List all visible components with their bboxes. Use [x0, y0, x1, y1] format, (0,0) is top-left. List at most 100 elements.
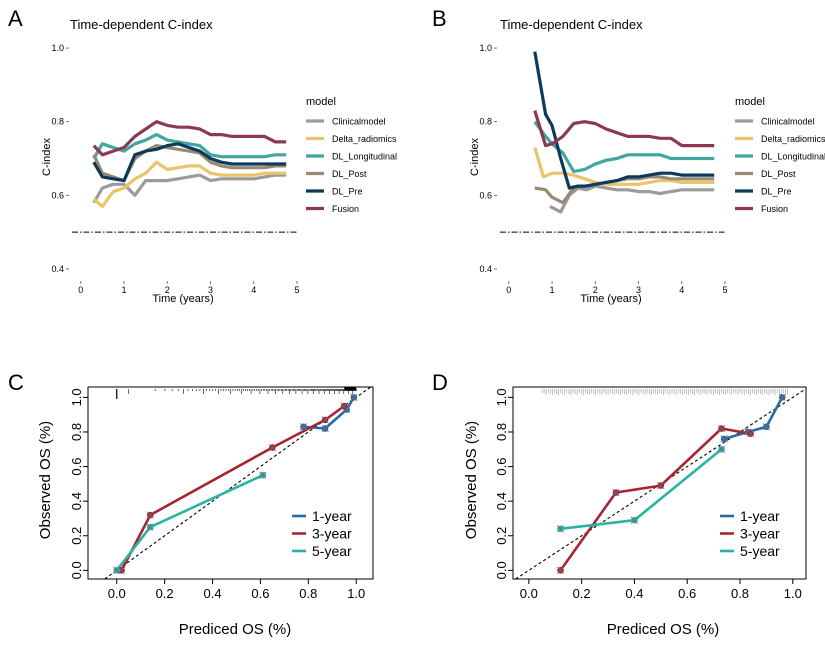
panel-d-point-cross	[720, 435, 728, 443]
panel-a-series-dl-pre	[92, 142, 287, 183]
panel-d-legend-label: 3-year	[740, 526, 780, 542]
panel-d-legend-label: 1-year	[740, 508, 780, 524]
panel-a-xtick-label: 5	[294, 285, 299, 295]
panel-a-series-dl-longitudinal	[92, 133, 287, 160]
panel-d-point-cross	[657, 481, 665, 490]
panel-d-ytick-label: 0.2	[494, 527, 509, 545]
panel-d-ytick-label: 1.0	[494, 388, 509, 406]
panel-d-ylabel: Observed OS (%)	[463, 421, 480, 539]
panel-d-point-cross	[717, 424, 726, 433]
panel-b-legend-label: DL_Pre	[761, 187, 792, 197]
panel-b-series-dl-longitudinal	[533, 120, 715, 173]
panel-d-point-cross	[556, 525, 565, 533]
chart-marks: 0 1 2 3 4 5 0.4 0.6 0.8 1.0 Clinicalmodel Delta_rad…	[51, 43, 825, 601]
panel-b-ytick-label: 1.0	[479, 43, 492, 53]
panel-b-ytick-label: 0.6	[479, 190, 492, 200]
panel-letter-a: A	[8, 6, 23, 31]
panel-b-ylabel: C-index	[469, 138, 481, 176]
panel-letter-d: D	[432, 370, 448, 395]
panel-a-legend-label: DL_Post	[332, 169, 367, 179]
panel-a-ytick-label: 0.8	[51, 117, 64, 127]
panel-a-legend-title: model	[306, 96, 336, 108]
panel-b-xtick-label: 4	[679, 285, 684, 295]
panel-d-ytick-label: 0.8	[494, 423, 509, 441]
panel-a-ylabel: C-index	[41, 138, 53, 176]
panel-c-series-1-year	[303, 396, 355, 430]
panel-a-title: Time-dependent C-index	[70, 17, 213, 32]
panel-c-point-cross	[350, 393, 358, 402]
panel-c-xtick-label: 0.6	[251, 586, 269, 601]
panel-c-point-cross	[268, 443, 277, 452]
panel-a-plot: 0 1 2 3 4 5 0.4 0.6 0.8 1.0 Clinicalmodel Delta_rad…	[51, 43, 397, 295]
panel-c-point-cross	[146, 523, 154, 531]
panel-d-xtick-label: 1.0	[784, 586, 802, 601]
panel-d-xtick-label: 0.6	[678, 586, 696, 601]
panel-c-frame	[87, 386, 374, 580]
panel-a-series-fusion	[92, 120, 287, 157]
panel-d-xtick-label: 0.2	[573, 586, 591, 601]
panel-b-xlabel: Time (years)	[580, 293, 641, 305]
panel-b-legend-label: DL_Post	[761, 169, 796, 179]
panel-d-series-1-year	[723, 396, 784, 441]
panel-d-point-cross	[612, 488, 620, 497]
panel-b-xtick-label: 1	[550, 285, 555, 295]
panel-d-point-cross	[717, 445, 726, 453]
panel-a-ytick-label: 1.0	[51, 43, 64, 53]
panel-b-legend-label: Clinicalmodel	[761, 117, 815, 127]
panel-c-ytick-label: 0.8	[69, 423, 84, 441]
panel-a-xlabel: Time (years)	[152, 293, 213, 305]
panel-c-point-cross	[113, 566, 121, 575]
panel-b-legend-label: DL_Longitudinal	[761, 152, 825, 162]
panel-a-legend-label: Clinicalmodel	[332, 117, 386, 127]
panel-a-xtick-label: 1	[122, 285, 127, 295]
panel-a-xtick-label: 4	[251, 285, 256, 295]
panel-c-xtick-label: 0.4	[203, 586, 221, 601]
panel-a-legend-label: DL_Longitudinal	[332, 152, 397, 162]
panel-d-xtick-label: 0.8	[731, 586, 749, 601]
panel-b-legend-label: Delta_radiomics	[761, 134, 825, 144]
panel-a-legend-label: DL_Pre	[332, 187, 363, 197]
panel-a-ytick-label: 0.6	[51, 190, 64, 200]
panel-a-series-delta-radiomics	[92, 160, 287, 208]
panel-a-xtick-label: 2	[165, 285, 170, 295]
panel-b-series-fusion	[533, 110, 715, 148]
panel-b-legend-label: Fusion	[761, 204, 788, 214]
panel-b-ytick-label: 0.4	[479, 264, 492, 274]
panel-a-legend-label: Delta_radiomics	[332, 134, 397, 144]
panel-c-legend-label: 1-year	[312, 508, 352, 524]
panel-c-ytick-label: 0.0	[69, 561, 84, 579]
panel-b-legend-title: model	[735, 96, 765, 108]
panel-c-point-cross	[340, 402, 348, 410]
panel-b-xtick-label: 3	[636, 285, 641, 295]
panel-c-point-cross	[259, 471, 267, 479]
panel-c-series-5-year	[115, 474, 264, 572]
panel-a-ytick-label: 0.4	[51, 264, 64, 274]
panel-a-xtick-label: 3	[208, 285, 213, 295]
panel-b-plot: 0 1 2 3 4 5 0.4 0.6 0.8 1.0 Clinicalmodel Delta_rad…	[479, 43, 825, 295]
panel-b-series-delta-radiomics	[533, 147, 715, 186]
panel-d-legend-label: 5-year	[740, 543, 780, 559]
panel-c-ylabel: Observed OS (%)	[37, 421, 54, 539]
panel-d-ytick-label: 0.6	[494, 458, 509, 476]
panel-d-plot: 0.0 0.2 0.4 0.6 0.8 1.0 0.0 0.2 0.4 0.6 0.8 1.0 1-ye…	[494, 386, 807, 601]
panel-c-xlabel: Prediced OS (%)	[179, 621, 292, 638]
panel-c-ytick-label: 0.6	[69, 458, 84, 476]
panel-c-point-cross	[299, 423, 308, 431]
panel-d-point-cross	[556, 566, 565, 575]
panel-b-title: Time-dependent C-index	[500, 17, 643, 32]
panel-c-legend-label: 3-year	[312, 526, 352, 542]
panel-c-point-cross	[321, 416, 329, 424]
panel-c-xtick-label: 0.0	[108, 586, 126, 601]
panel-b-xtick-label: 2	[593, 285, 598, 295]
panel-d-diagonal-line	[515, 388, 807, 580]
panel-d-point-cross	[746, 430, 755, 438]
panel-b-xtick-label: 0	[506, 285, 511, 295]
panel-d-point-cross	[630, 516, 639, 524]
panel-letter-c: C	[8, 370, 24, 395]
panel-c-plot: 0.0 0.2 0.4 0.6 0.8 1.0 0.0 0.2 0.4 0.6 0.8 1.0 1-ye…	[69, 386, 374, 601]
panel-d-point-cross	[762, 423, 771, 431]
panel-b-xtick-label: 5	[722, 285, 727, 295]
panel-d-xtick-label: 0.4	[625, 586, 643, 601]
panel-d-ytick-label: 0.0	[494, 561, 509, 579]
